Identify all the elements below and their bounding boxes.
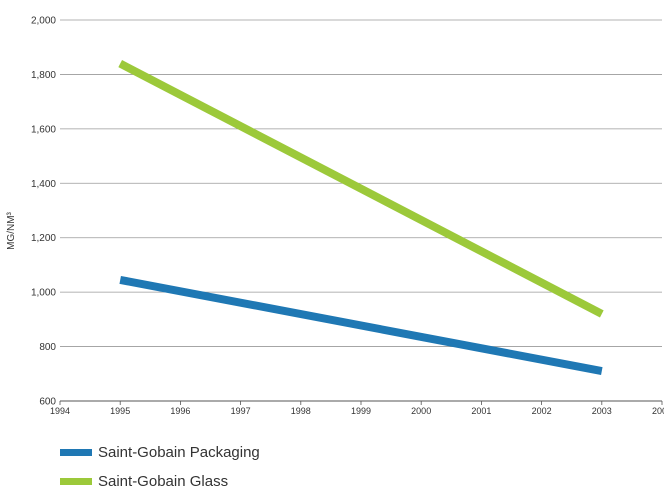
x-tick-label: 2004 <box>652 406 664 416</box>
legend: Saint-Gobain Packaging Saint-Gobain Glas… <box>60 438 260 496</box>
y-tick-label: 800 <box>39 342 56 353</box>
x-tick-label: 2003 <box>592 406 612 416</box>
legend-swatch-packaging <box>60 449 92 456</box>
x-tick-labels: 1994 1995 1996 1997 1998 1999 2000 2001 2002 2003… <box>50 401 664 416</box>
x-tick-label: 2000 <box>411 406 431 416</box>
y-tick-label: 1,000 <box>31 288 56 299</box>
series-lines <box>118 59 604 375</box>
x-tick-label: 1994 <box>50 406 70 416</box>
x-tick-label: 1995 <box>110 406 130 416</box>
y-axis-label: MG/NM³ <box>6 211 17 249</box>
legend-swatch-glass <box>60 478 92 485</box>
y-tick-label: 2,000 <box>31 16 56 27</box>
legend-label-packaging: Saint-Gobain Packaging <box>98 444 260 461</box>
x-tick-label: 2002 <box>532 406 552 416</box>
legend-item-packaging: Saint-Gobain Packaging <box>60 438 260 467</box>
series-line-1 <box>118 59 604 318</box>
y-tick-labels: 600 800 1,000 1,200 1,400 1,600 1,800 2,000 <box>31 16 56 408</box>
series-line-0 <box>119 275 603 375</box>
x-tick-label: 1997 <box>231 406 251 416</box>
legend-label-glass: Saint-Gobain Glass <box>98 473 229 490</box>
y-tick-label: 1,600 <box>31 124 56 135</box>
x-tick-label: 1998 <box>291 406 311 416</box>
y-tick-label: 1,400 <box>31 179 56 190</box>
legend-item-glass: Saint-Gobain Glass <box>60 467 260 496</box>
x-tick-label: 2001 <box>471 406 491 416</box>
y-tick-label: 600 <box>39 397 56 408</box>
line-chart: 600 800 1,000 1,200 1,400 1,600 1,800 2,000 199… <box>6 16 664 417</box>
y-tick-label: 1,800 <box>31 70 56 81</box>
gridlines <box>60 19 662 402</box>
y-tick-label: 1,200 <box>31 233 56 244</box>
x-tick-label: 1996 <box>170 406 190 416</box>
x-tick-label: 1999 <box>351 406 371 416</box>
